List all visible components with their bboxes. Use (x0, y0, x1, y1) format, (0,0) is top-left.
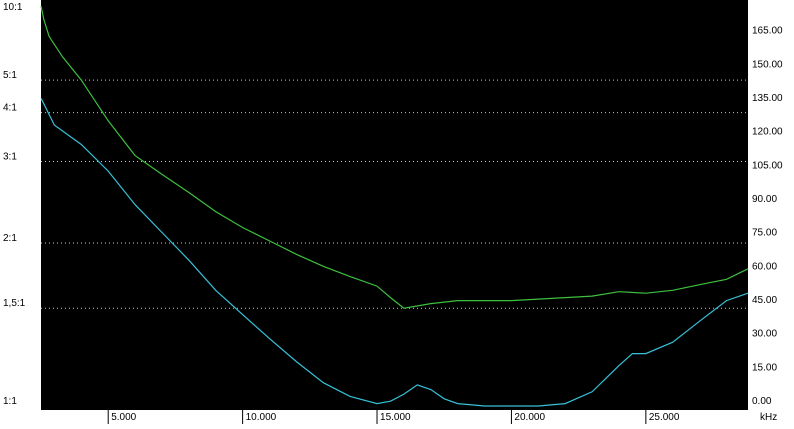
right-tick-label: 75.00 (752, 228, 777, 239)
right-tick-label: 45.00 (752, 295, 777, 306)
right-tick-label: 120.00 (752, 127, 783, 138)
right-tick-label: 90.00 (752, 194, 777, 205)
right-tick-label: 15.00 (752, 362, 777, 373)
x-tick-label: 25.000 (649, 412, 680, 423)
left-tick-label: 10:1 (3, 2, 23, 13)
left-tick-label: 1:1 (3, 396, 17, 407)
x-tick-label: 15.000 (380, 412, 411, 423)
right-tick-label: 105.00 (752, 160, 783, 171)
series-line-2 (40, 97, 749, 407)
left-tick-label: 2:1 (3, 233, 17, 244)
x-tick-label: 20.000 (514, 412, 545, 423)
left-tick-label: 5:1 (3, 70, 17, 81)
right-axis-ticks: 165.00 150.00 135.00 120.00 105.00 90.00 75.00… (752, 26, 783, 407)
series-lines (40, 5, 749, 407)
right-tick-label: 165.00 (752, 26, 783, 37)
left-tick-label: 4:1 (3, 103, 17, 114)
right-tick-label: 60.00 (752, 261, 777, 272)
x-axis-unit-label: kHz (760, 412, 777, 423)
left-tick-label: 1,5:1 (3, 298, 26, 309)
x-tick-label: 10.000 (246, 412, 277, 423)
x-tick-label: 5.000 (111, 412, 136, 423)
series-line-1 (40, 5, 749, 309)
right-tick-label: 0.00 (752, 396, 772, 407)
right-tick-label: 135.00 (752, 93, 783, 104)
right-tick-label: 150.00 (752, 59, 783, 70)
plot-area (41, 0, 748, 410)
right-tick-label: 30.00 (752, 329, 777, 340)
left-tick-label: 3:1 (3, 152, 17, 163)
left-axis-ticks: 10:1 5:1 4:1 3:1 2:1 1,5:1 1:1 (3, 2, 26, 407)
x-axis-ticks: 5.000 10.000 15.000 20.000 25.000 (107, 410, 680, 424)
